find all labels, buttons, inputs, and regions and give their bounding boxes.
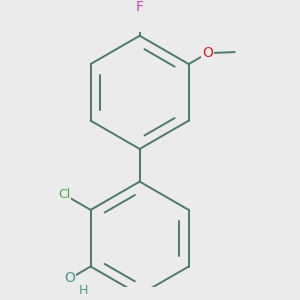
Text: O: O xyxy=(64,272,75,286)
Text: H: H xyxy=(79,284,88,297)
Text: F: F xyxy=(136,0,144,14)
Text: O: O xyxy=(202,46,213,60)
Text: Cl: Cl xyxy=(58,188,70,201)
